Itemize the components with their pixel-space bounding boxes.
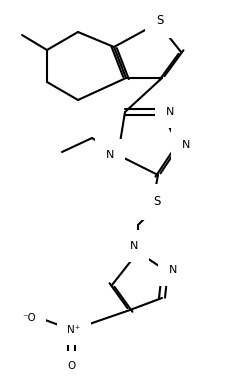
Text: N: N xyxy=(129,241,138,251)
Text: S: S xyxy=(156,14,163,26)
Text: ⁻O: ⁻O xyxy=(22,313,36,323)
Text: N: N xyxy=(181,140,189,150)
Text: N: N xyxy=(105,150,114,160)
Text: N⁺: N⁺ xyxy=(67,325,80,335)
Text: N: N xyxy=(165,107,173,117)
Text: S: S xyxy=(153,196,160,208)
Text: N: N xyxy=(168,265,176,275)
Text: O: O xyxy=(68,361,76,371)
